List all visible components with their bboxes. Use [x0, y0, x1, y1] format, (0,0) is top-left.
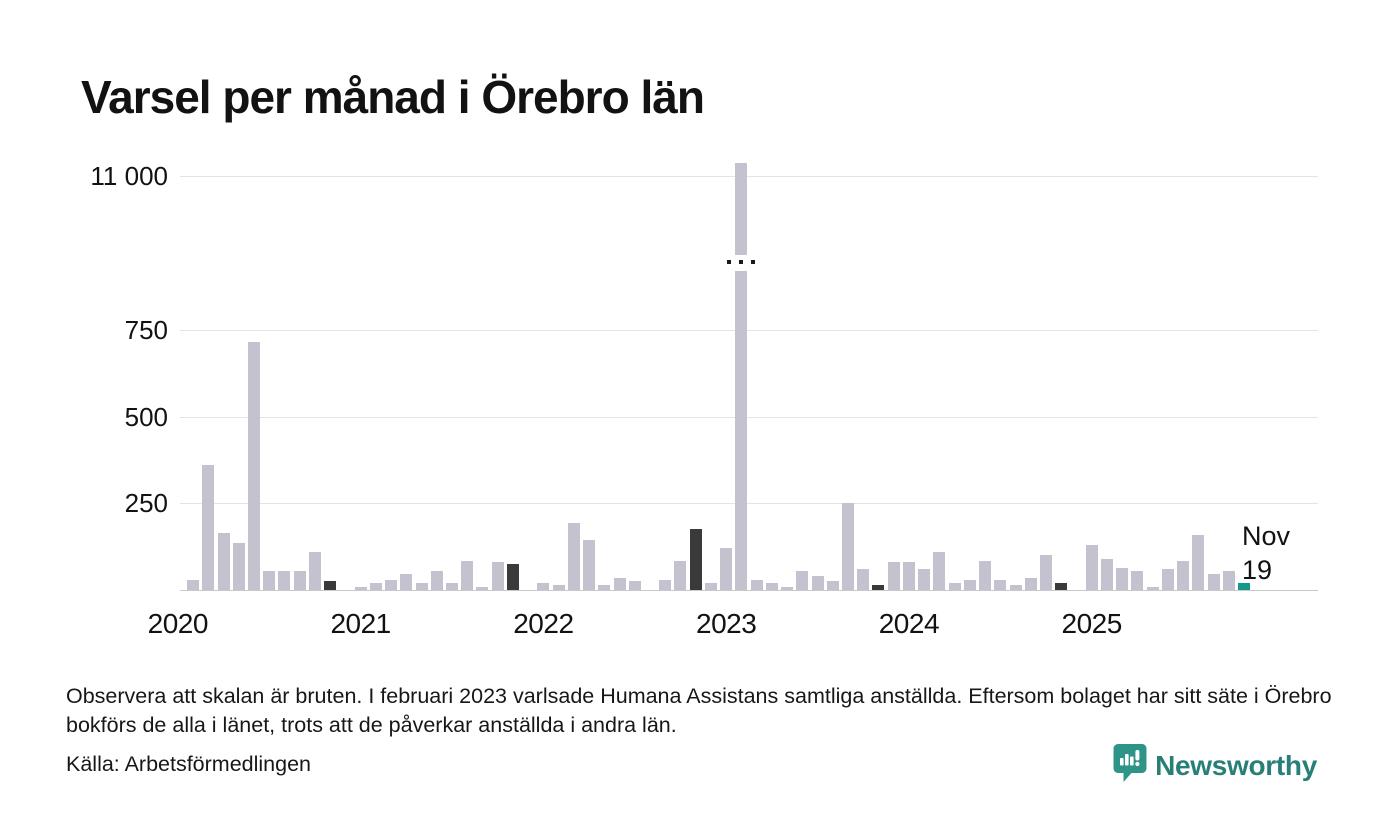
bar-2022-12	[704, 583, 717, 590]
bar-2025-02	[1100, 558, 1113, 590]
bar-2022-04	[583, 539, 595, 590]
axis-break-dot	[727, 260, 732, 264]
bar-2022-02	[552, 584, 565, 590]
y-tick-label: 750	[124, 315, 168, 346]
bar-2024-10	[1040, 555, 1052, 590]
bar-2023-02-upper	[735, 163, 748, 255]
bar-2021-02	[369, 583, 382, 590]
y-tick-label: 11 000	[90, 161, 168, 191]
bar-2024-08	[1009, 584, 1022, 590]
bar-2024-07	[994, 579, 1007, 590]
bar-2025-07	[1177, 560, 1190, 590]
bar-2024-03	[933, 551, 946, 590]
y-tick-label: 500	[124, 401, 168, 432]
gridline-750	[180, 330, 1318, 332]
newsworthy-logo: Newsworthy	[1113, 743, 1317, 788]
axis-break-dot	[751, 260, 756, 264]
bar-2025-10	[1222, 570, 1235, 590]
bar-2025-11	[1238, 583, 1250, 590]
annotation-month: Nov	[1242, 521, 1291, 551]
bar-2023-04	[765, 583, 778, 590]
bar-2023-01	[720, 548, 733, 590]
plot-area	[180, 163, 1318, 591]
bar-2022-10	[674, 560, 687, 590]
bar-2020-04	[217, 532, 230, 590]
bar-2023-06	[796, 570, 809, 590]
annotation-value: 19	[1242, 555, 1273, 585]
bar-2020-03	[202, 465, 215, 590]
bar-2024-06	[979, 560, 992, 590]
gridline-11000	[180, 176, 1318, 177]
y-tick-label: 250	[124, 488, 168, 519]
bar-2025-09	[1207, 574, 1220, 590]
newsworthy-bubble-chart-icon	[1113, 743, 1147, 788]
bar-2021-01	[354, 586, 367, 590]
newsworthy-wordmark: Newsworthy	[1155, 749, 1317, 781]
bar-2023-10	[857, 569, 870, 590]
bar-2020-05	[232, 543, 245, 590]
x-tick-label-2023: 2023	[696, 608, 757, 639]
bar-2020-07	[263, 570, 276, 590]
bar-2020-11	[324, 581, 337, 590]
bar-2023-03	[750, 579, 763, 590]
bar-2020-02	[187, 579, 199, 590]
bar-2024-05	[963, 579, 976, 590]
bar-2021-11	[506, 564, 519, 590]
bar-2021-03	[385, 579, 397, 590]
bar-2022-05	[598, 584, 611, 590]
x-tick-label-2025: 2025	[1061, 608, 1123, 639]
page-title: Varsel per månad i Örebro län	[81, 71, 705, 123]
source-attribution: Källa: Arbetsförmedlingen	[66, 752, 312, 776]
bar-2023-12	[887, 562, 900, 590]
bar-2025-06	[1161, 569, 1174, 590]
x-tick-label-2024: 2024	[878, 608, 940, 639]
x-axis-line	[180, 590, 1318, 591]
bar-2021-07	[445, 583, 458, 590]
bar-2023-09	[842, 503, 854, 590]
bar-2025-03	[1116, 567, 1129, 590]
bar-2025-08	[1192, 534, 1205, 590]
bar-2020-08	[278, 570, 291, 590]
bar-2020-06	[247, 342, 260, 590]
bar-2022-09	[659, 579, 672, 590]
bar-2021-10	[491, 562, 504, 590]
bar-2023-07	[811, 576, 824, 590]
bar-2020-10	[308, 551, 321, 590]
bar-2024-01	[902, 562, 915, 590]
x-tick-label-2020: 2020	[147, 608, 209, 639]
bar-2024-02	[918, 569, 931, 590]
chart-footnote: Observera att skalan är bruten. I februa…	[66, 684, 1332, 737]
bar-2023-08	[826, 581, 839, 590]
bar-2024-09	[1024, 577, 1037, 590]
bar-2023-05	[781, 586, 793, 590]
bar-2021-05	[415, 583, 428, 590]
bar-2025-05	[1146, 586, 1159, 590]
gridline-250	[180, 503, 1318, 505]
x-tick-label-2021: 2021	[330, 608, 391, 639]
bar-2025-01	[1085, 545, 1098, 590]
bar-2024-04	[948, 583, 961, 590]
bar-2022-06	[613, 577, 626, 590]
bar-2021-08	[461, 560, 474, 590]
bar-2022-11	[689, 529, 702, 590]
bar-2021-09	[476, 586, 489, 590]
bar-2023-11	[872, 584, 885, 590]
latest-value-annotation: Nov 19	[1242, 519, 1290, 587]
bar-2021-04	[400, 574, 413, 590]
bar-2021-06	[430, 570, 443, 590]
bar-2025-04	[1131, 570, 1144, 590]
bar-2023-02-lower	[735, 271, 748, 590]
gridline-500	[180, 416, 1318, 418]
bar-2022-07	[628, 581, 641, 590]
x-tick-label-2022: 2022	[513, 608, 574, 639]
bar-2024-11	[1055, 583, 1068, 590]
bar-2020-09	[293, 570, 306, 590]
bar-2022-03	[567, 522, 580, 590]
axis-break-dot	[739, 260, 744, 264]
bar-2022-01	[537, 583, 550, 590]
